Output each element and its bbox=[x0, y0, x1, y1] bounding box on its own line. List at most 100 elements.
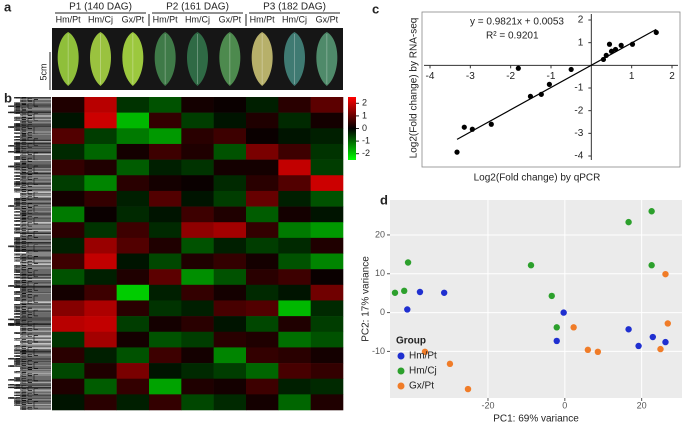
heatmap-cell bbox=[52, 269, 85, 286]
heatmap-cell bbox=[52, 237, 85, 254]
y-axis-label: Log2(Fold change) by RNA-seq bbox=[409, 18, 420, 159]
legend-marker bbox=[397, 382, 405, 390]
heatmap-cell bbox=[116, 363, 150, 379]
heatmap-cell bbox=[278, 363, 311, 379]
point bbox=[570, 324, 577, 331]
y-tick-label: 2 bbox=[578, 15, 584, 26]
sample-label: Hm/Pt bbox=[153, 14, 179, 24]
point bbox=[560, 309, 567, 316]
colorbar-tick-label: 2 bbox=[362, 98, 367, 108]
sample-label: Hm/Pt bbox=[250, 14, 276, 24]
heatmap-cell bbox=[246, 331, 279, 348]
heatmap-cell bbox=[278, 222, 311, 239]
sample-label: Hm/Cj bbox=[185, 14, 210, 24]
heatmap-cell bbox=[310, 143, 344, 160]
point bbox=[618, 42, 624, 48]
y-tick-label: -1 bbox=[574, 83, 583, 94]
point bbox=[404, 259, 412, 266]
heatmap-cell bbox=[84, 394, 117, 411]
heatmap-cell bbox=[213, 300, 247, 317]
leaf bbox=[90, 32, 111, 86]
x-tick-label: -3 bbox=[466, 71, 475, 82]
heatmap-cell bbox=[310, 159, 344, 176]
heatmap-cell bbox=[84, 269, 117, 286]
point bbox=[461, 124, 467, 130]
x-tick-label: -2 bbox=[506, 71, 515, 82]
point bbox=[416, 288, 424, 296]
fit-line bbox=[456, 28, 657, 140]
heatmap-cell bbox=[278, 253, 311, 270]
point bbox=[515, 65, 521, 71]
point bbox=[648, 208, 655, 215]
heatmap-cell bbox=[213, 222, 247, 239]
heatmap-cell bbox=[278, 300, 311, 317]
heatmap-cell bbox=[213, 347, 247, 364]
heatmap-cell bbox=[310, 347, 344, 364]
point bbox=[568, 66, 574, 73]
legend-label: Gx/Pt bbox=[409, 381, 434, 392]
heatmap-cell bbox=[213, 97, 247, 113]
sample-label: Gx/Pt bbox=[122, 14, 145, 24]
heatmap-cell bbox=[246, 222, 279, 239]
leaf bbox=[122, 32, 144, 86]
y-tick-label: 20 bbox=[375, 229, 385, 239]
point bbox=[446, 360, 454, 368]
heatmap-cell bbox=[213, 112, 247, 129]
heatmap-cell bbox=[116, 331, 150, 348]
y-tick-label: -3 bbox=[574, 128, 583, 139]
heatmap-cell bbox=[310, 222, 344, 239]
heatmap-cell bbox=[149, 128, 182, 145]
heatmap-cell bbox=[116, 159, 150, 176]
point bbox=[657, 345, 664, 353]
heatmap-cell bbox=[310, 284, 344, 301]
heatmap-cell bbox=[213, 206, 247, 223]
heatmap-cell bbox=[246, 112, 279, 129]
heatmap-cell bbox=[246, 143, 279, 160]
x-axis-label: PC1: 69% variance bbox=[493, 414, 579, 425]
heatmap-cell bbox=[84, 128, 117, 145]
heatmap-cell bbox=[52, 284, 85, 301]
legend-marker bbox=[397, 367, 405, 375]
heatmap-cell bbox=[149, 222, 182, 239]
heatmap-cell bbox=[181, 97, 214, 113]
heatmap-cell bbox=[149, 284, 182, 301]
point bbox=[608, 48, 615, 54]
heatmap-cell bbox=[116, 206, 150, 223]
heatmap-cell bbox=[246, 206, 279, 223]
point bbox=[527, 262, 535, 269]
heatmap-cell bbox=[84, 190, 117, 207]
heatmap-cell bbox=[278, 112, 311, 129]
heatmap-cell bbox=[52, 143, 85, 160]
point bbox=[600, 56, 607, 63]
heatmap-cell bbox=[116, 394, 150, 411]
point bbox=[464, 385, 472, 393]
heatmap-cell bbox=[181, 175, 214, 192]
heatmap-cell bbox=[116, 175, 150, 192]
group-label: P2 (161 DAG) bbox=[166, 2, 229, 13]
point bbox=[488, 121, 494, 127]
x-tick-label: 1 bbox=[629, 71, 635, 82]
heatmap-cell bbox=[116, 378, 150, 395]
heatmap-cell bbox=[246, 363, 279, 379]
leaf bbox=[154, 32, 176, 86]
point bbox=[662, 338, 669, 346]
heatmap-cell bbox=[149, 190, 182, 207]
heatmap-cell bbox=[116, 300, 150, 317]
heatmap-cell bbox=[84, 222, 117, 239]
x-axis-label: Log2(Fold change) by qPCR bbox=[474, 173, 601, 184]
legend-marker bbox=[397, 352, 405, 360]
leaf bbox=[251, 32, 273, 86]
heatmap-cell bbox=[278, 269, 311, 286]
colorbar-tick-label: -1 bbox=[362, 135, 370, 145]
point bbox=[629, 41, 636, 47]
heatmap-cell bbox=[149, 237, 182, 254]
heatmap-cell bbox=[149, 394, 182, 411]
x-tick-label: 2 bbox=[669, 71, 675, 82]
heatmap-cell bbox=[310, 316, 344, 333]
heatmap-cell bbox=[310, 300, 344, 317]
point bbox=[546, 81, 552, 87]
heatmap-cell bbox=[310, 331, 344, 348]
heatmap-cell bbox=[310, 175, 344, 192]
point bbox=[584, 346, 592, 354]
